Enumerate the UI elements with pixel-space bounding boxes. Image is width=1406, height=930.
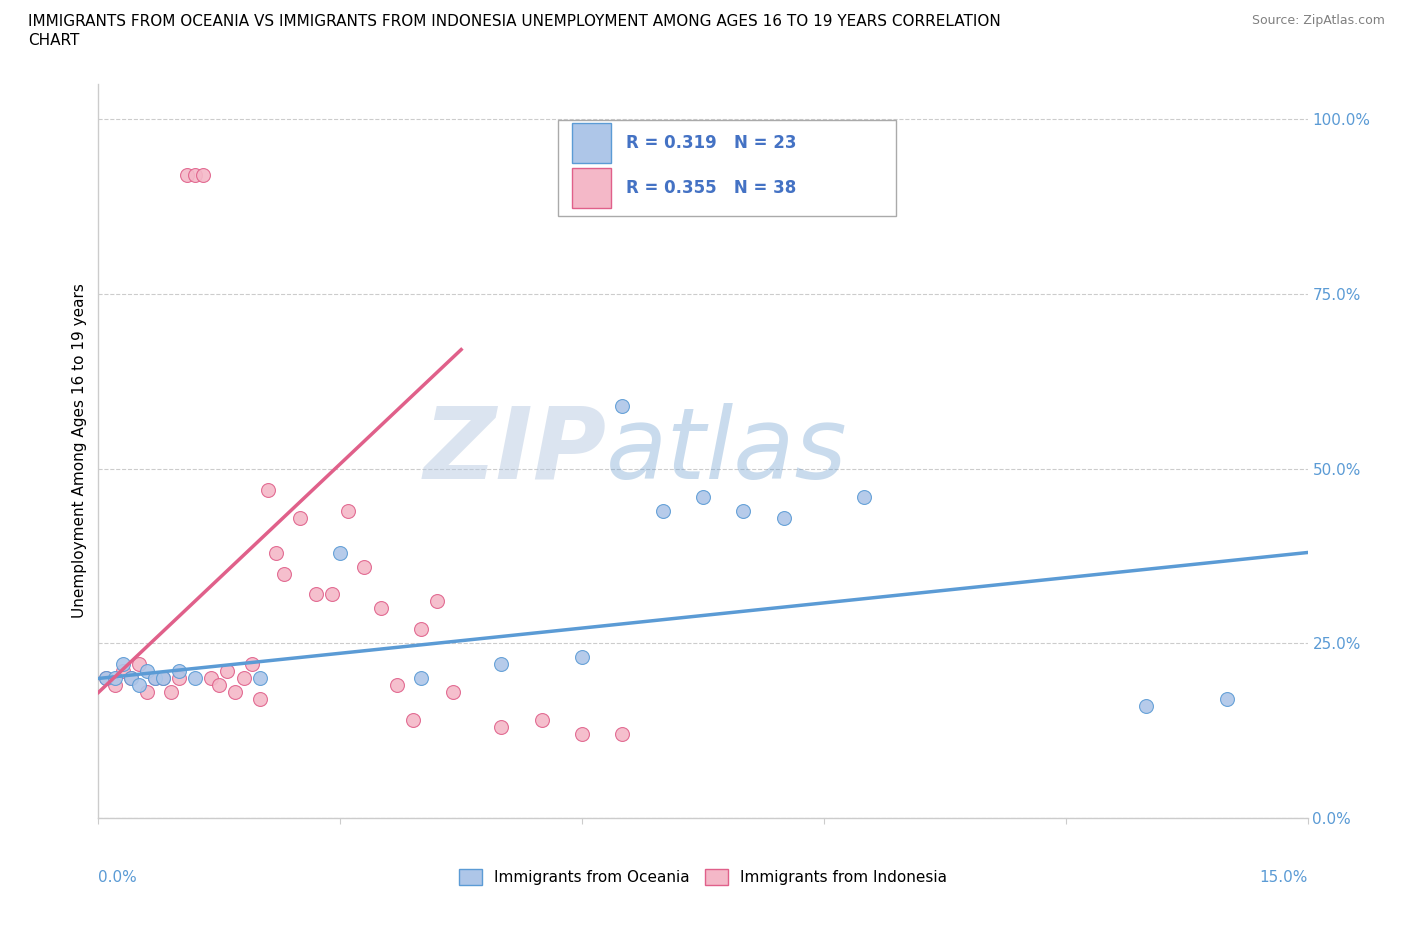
- Point: [353, 559, 375, 574]
- Point: [491, 657, 513, 671]
- Point: [135, 664, 157, 679]
- Text: ZIP: ZIP: [423, 403, 606, 499]
- Point: [692, 489, 714, 504]
- Point: [402, 713, 425, 728]
- Text: atlas: atlas: [606, 403, 848, 499]
- Point: [1135, 699, 1157, 714]
- Point: [232, 671, 254, 686]
- Point: [321, 587, 343, 602]
- FancyBboxPatch shape: [558, 120, 897, 216]
- Point: [128, 678, 150, 693]
- Point: [176, 167, 198, 182]
- Point: [853, 489, 876, 504]
- Point: [152, 671, 174, 686]
- Point: [273, 566, 295, 581]
- Point: [167, 671, 190, 686]
- Text: R = 0.319   N = 23: R = 0.319 N = 23: [626, 134, 796, 153]
- Point: [530, 713, 553, 728]
- Point: [249, 671, 271, 686]
- Text: 0.0%: 0.0%: [98, 870, 138, 884]
- Point: [772, 510, 794, 525]
- Text: 15.0%: 15.0%: [1260, 870, 1308, 884]
- Point: [152, 671, 174, 686]
- Point: [337, 503, 360, 518]
- Point: [103, 678, 125, 693]
- Point: [224, 685, 246, 700]
- Point: [208, 678, 231, 693]
- Point: [264, 545, 287, 560]
- Point: [160, 685, 183, 700]
- Point: [217, 664, 239, 679]
- Text: CHART: CHART: [28, 33, 80, 47]
- Point: [441, 685, 464, 700]
- Text: R = 0.355   N = 38: R = 0.355 N = 38: [626, 179, 796, 197]
- Text: Source: ZipAtlas.com: Source: ZipAtlas.com: [1251, 14, 1385, 27]
- FancyBboxPatch shape: [572, 123, 612, 164]
- Point: [612, 398, 634, 413]
- Point: [184, 167, 207, 182]
- Point: [1216, 692, 1239, 707]
- Point: [193, 167, 215, 182]
- Point: [111, 657, 134, 671]
- Point: [143, 671, 166, 686]
- Point: [409, 622, 432, 637]
- Point: [571, 650, 593, 665]
- Point: [128, 657, 150, 671]
- Point: [733, 503, 755, 518]
- Point: [120, 671, 142, 686]
- Point: [143, 671, 166, 686]
- Legend: Immigrants from Oceania, Immigrants from Indonesia: Immigrants from Oceania, Immigrants from…: [453, 863, 953, 892]
- Text: IMMIGRANTS FROM OCEANIA VS IMMIGRANTS FROM INDONESIA UNEMPLOYMENT AMONG AGES 16 : IMMIGRANTS FROM OCEANIA VS IMMIGRANTS FR…: [28, 14, 1001, 29]
- Point: [249, 692, 271, 707]
- Y-axis label: Unemployment Among Ages 16 to 19 years: Unemployment Among Ages 16 to 19 years: [72, 284, 87, 618]
- Point: [305, 587, 328, 602]
- Point: [240, 657, 263, 671]
- Point: [329, 545, 352, 560]
- Point: [385, 678, 408, 693]
- Point: [571, 727, 593, 742]
- Point: [96, 671, 118, 686]
- Point: [135, 685, 157, 700]
- Point: [370, 601, 392, 616]
- Point: [491, 720, 513, 735]
- Point: [167, 664, 190, 679]
- Point: [200, 671, 222, 686]
- Point: [120, 671, 142, 686]
- Point: [111, 664, 134, 679]
- Point: [409, 671, 432, 686]
- Point: [103, 671, 125, 686]
- Point: [96, 671, 118, 686]
- Point: [651, 503, 673, 518]
- FancyBboxPatch shape: [572, 168, 612, 208]
- Point: [426, 594, 449, 609]
- Point: [612, 727, 634, 742]
- Point: [184, 671, 207, 686]
- Point: [256, 482, 278, 497]
- Point: [288, 510, 311, 525]
